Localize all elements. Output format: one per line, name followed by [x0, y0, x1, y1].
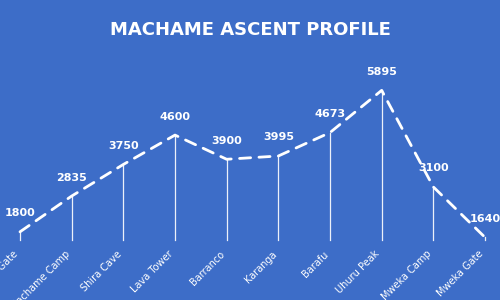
- Text: 3900: 3900: [212, 136, 242, 146]
- Text: Lava Tower: Lava Tower: [130, 249, 175, 295]
- Text: Karanga: Karanga: [242, 249, 278, 285]
- Text: 4600: 4600: [160, 112, 190, 122]
- Text: 3995: 3995: [263, 133, 294, 142]
- Text: 3750: 3750: [108, 141, 138, 151]
- Text: Mweka Gate: Mweka Gate: [435, 249, 485, 299]
- Text: 4673: 4673: [314, 109, 346, 119]
- Text: Barranco: Barranco: [188, 249, 226, 287]
- Text: Machame Camp: Machame Camp: [8, 249, 72, 300]
- Text: Uhuru Peak: Uhuru Peak: [335, 249, 382, 296]
- Text: 1640: 1640: [470, 214, 500, 224]
- Text: 3100: 3100: [418, 164, 448, 173]
- Text: Machame Gate: Machame Gate: [0, 249, 20, 300]
- Text: Shira Cave: Shira Cave: [79, 249, 124, 293]
- Text: 2835: 2835: [56, 172, 87, 183]
- Text: 1800: 1800: [4, 208, 36, 218]
- Text: Mweka Camp: Mweka Camp: [380, 249, 434, 300]
- Text: Barafu: Barafu: [300, 249, 330, 279]
- Text: MACHAME ASCENT PROFILE: MACHAME ASCENT PROFILE: [110, 21, 390, 39]
- Text: 5895: 5895: [366, 67, 397, 77]
